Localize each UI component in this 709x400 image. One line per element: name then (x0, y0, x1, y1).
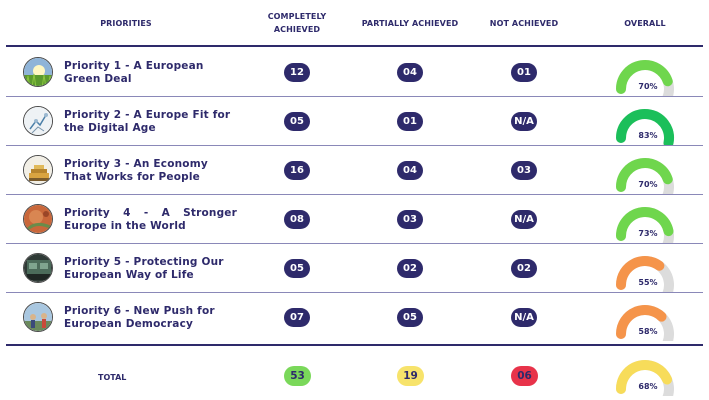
priority-row-1: Priority 1 - A European Green Deal (6, 48, 703, 97)
completely-achieved-count: 12 (284, 63, 310, 82)
way-of-life-thumbnail (23, 253, 53, 283)
digital-age-thumbnail (23, 106, 53, 136)
row-divider (6, 292, 703, 293)
overall-gauge: 68% (612, 354, 684, 396)
overall-gauge: 83% (612, 103, 684, 145)
header-divider (6, 45, 703, 47)
not-achieved-count: 03 (511, 161, 537, 180)
gauge-svg (616, 158, 674, 194)
green-deal-thumbnail (23, 57, 53, 87)
row-divider (6, 145, 703, 146)
total-not-count: 06 (511, 366, 538, 386)
header-priorities: PRIORITIES (100, 18, 152, 28)
header-not-achieved: NOT ACHIEVED (489, 18, 559, 28)
priority-row-2: Priority 2 - A Europe Fit for the Digita… (6, 97, 703, 146)
gauge-fill (616, 256, 665, 290)
overall-gauge: 58% (612, 299, 684, 341)
partially-achieved-count: 04 (397, 161, 423, 180)
gauge-svg (616, 305, 674, 341)
gauge-svg (616, 60, 674, 96)
not-achieved-count: N/A (511, 308, 537, 327)
gauge-fill (616, 109, 674, 145)
not-achieved-count: 02 (511, 259, 537, 278)
overall-percent: 73% (638, 229, 658, 238)
priority-row-3: Priority 3 - An Economy That Works for P… (6, 146, 703, 195)
row-divider (6, 194, 703, 195)
gauge-svg (616, 109, 674, 145)
total-completely-count: 53 (284, 366, 311, 386)
priority-name: Priority 5 - Protecting Our European Way… (64, 256, 224, 281)
overall-gauge: 70% (612, 54, 684, 96)
partially-achieved-count: 05 (397, 308, 423, 327)
overall-gauge: 55% (612, 250, 684, 292)
overall-gauge: 73% (612, 201, 684, 243)
democracy-thumbnail (23, 302, 53, 332)
gauge-svg (616, 207, 674, 243)
world-thumbnail (23, 204, 53, 234)
priority-row-5: Priority 5 - Protecting Our European Way… (6, 244, 703, 293)
priority-row-6: Priority 6 - New Push for European Democ… (6, 293, 703, 342)
partially-achieved-count: 04 (397, 63, 423, 82)
partially-achieved-count: 01 (397, 112, 423, 131)
header-partially-achieved: PARTIALLY ACHIEVED (361, 18, 459, 28)
priority-name: Priority 1 - A European Green Deal (64, 60, 204, 85)
completely-achieved-count: 16 (284, 161, 310, 180)
gauge-fill (616, 305, 667, 339)
overall-gauge: 70% (612, 152, 684, 194)
total-partially-count: 19 (397, 366, 424, 386)
gauge-svg (616, 256, 674, 292)
overall-percent: 68% (638, 382, 658, 391)
priority-name: Priority 3 - An Economy That Works for P… (64, 158, 208, 183)
not-achieved-count: N/A (511, 112, 537, 131)
priority-row-4: Priority 4 - A Stronger Europe in the Wo… (6, 195, 703, 244)
header-overall: OVERALL (624, 18, 666, 28)
header-completely-achieved: COMPLETELY ACHIEVED (267, 12, 327, 34)
priority-name: Priority 6 - New Push for European Democ… (64, 305, 215, 330)
completely-achieved-count: 08 (284, 210, 310, 229)
economy-thumbnail (23, 155, 53, 185)
overall-percent: 58% (638, 327, 658, 336)
partially-achieved-count: 03 (397, 210, 423, 229)
not-achieved-count: 01 (511, 63, 537, 82)
overall-percent: 70% (638, 82, 658, 91)
completely-achieved-count: 05 (284, 259, 310, 278)
gauge-fill (616, 207, 674, 241)
row-divider (6, 96, 703, 97)
overall-percent: 83% (638, 131, 658, 140)
gauge-fill (616, 60, 673, 94)
priority-name: Priority 2 - A Europe Fit for the Digita… (64, 109, 231, 134)
table-bottom-divider (6, 344, 703, 346)
not-achieved-count: N/A (511, 210, 537, 229)
priority-name: Priority 4 - A Stronger Europe in the Wo… (64, 207, 237, 232)
gauge-svg (616, 360, 674, 396)
overall-percent: 70% (638, 180, 658, 189)
partially-achieved-count: 02 (397, 259, 423, 278)
row-divider (6, 243, 703, 244)
gauge-fill (616, 158, 673, 192)
completely-achieved-count: 05 (284, 112, 310, 131)
completely-achieved-count: 07 (284, 308, 310, 327)
overall-percent: 55% (638, 278, 658, 287)
gauge-fill (616, 360, 673, 394)
total-label: TOTAL (98, 373, 127, 382)
